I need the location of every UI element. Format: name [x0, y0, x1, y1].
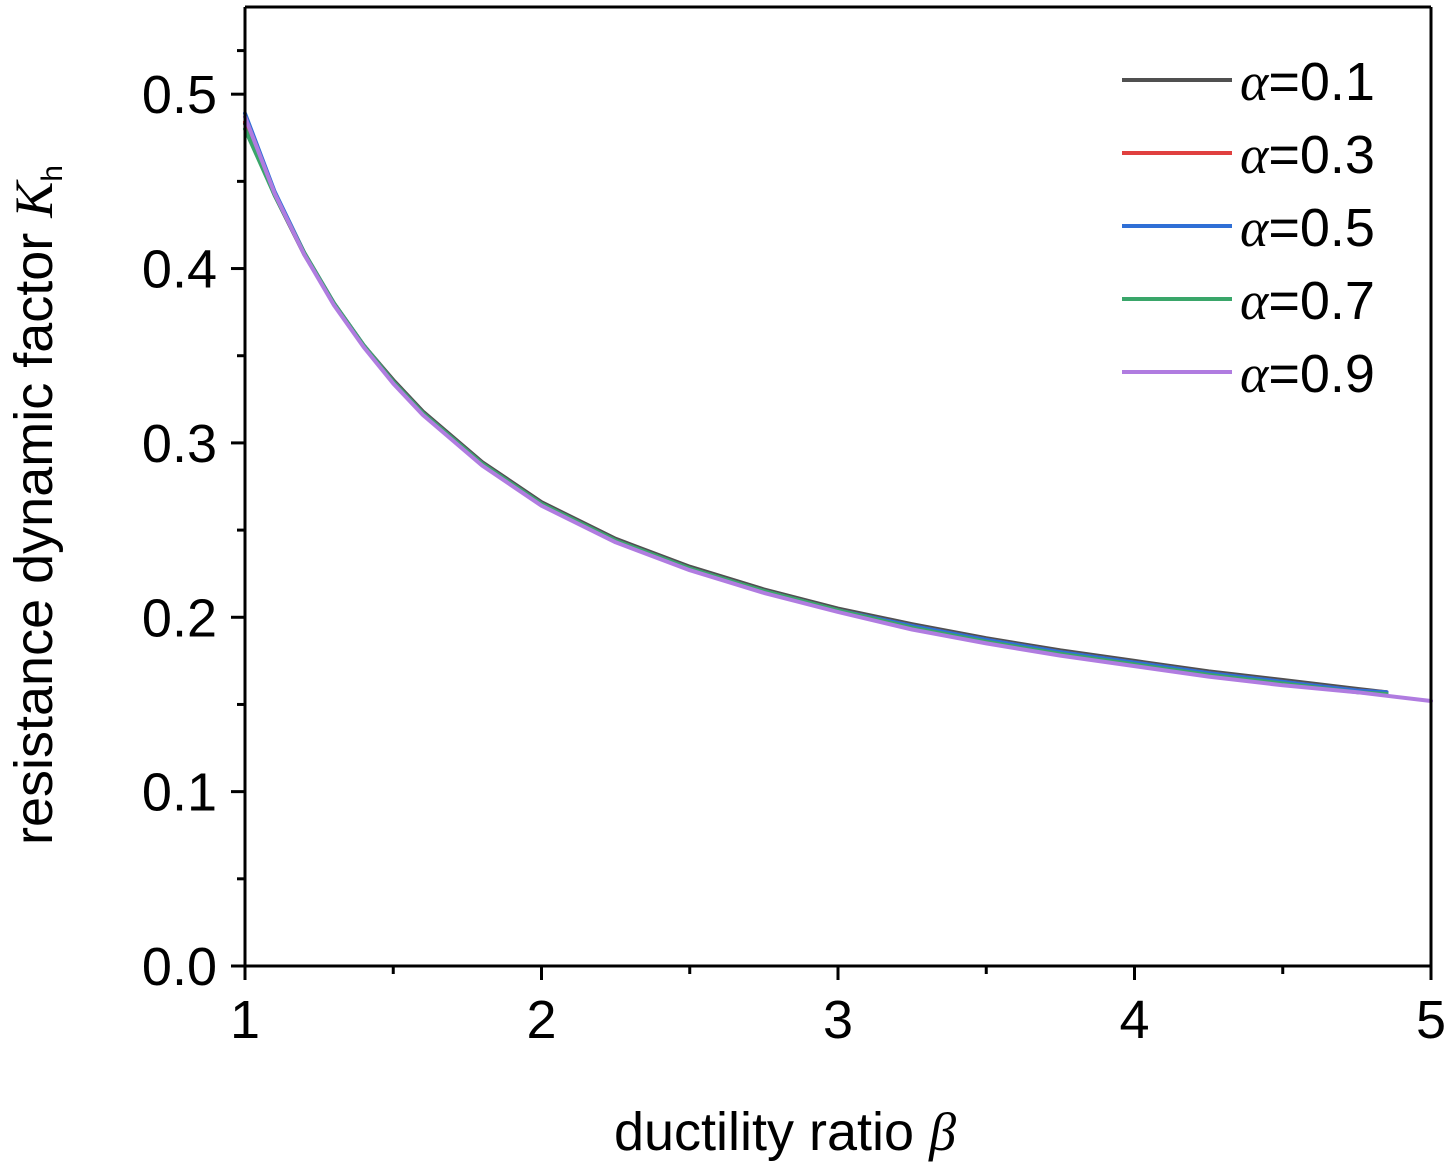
x-axis-title: ductility ratio β — [614, 1102, 956, 1162]
legend-label: α=0.3 — [1240, 125, 1375, 185]
y-tick-label: 0.5 — [142, 65, 217, 125]
legend: α=0.1α=0.3α=0.5α=0.7α=0.9 — [1122, 52, 1375, 404]
ticks-layer: 1 2 3 4 5 0.0 0.1 0.2 0.3 0.4 0.5 — [142, 49, 1445, 1050]
legend-series-name: =0.9 — [1268, 344, 1375, 404]
legend-alpha-symbol: α — [1240, 271, 1270, 331]
y-axis-title-subscript: h — [36, 165, 69, 182]
series-line-4 — [243, 127, 1389, 696]
y-axis-title: resistance dynamic factor Kh — [4, 165, 69, 845]
legend-alpha-symbol: α — [1240, 52, 1270, 112]
legend-label: α=0.9 — [1240, 344, 1375, 404]
x-tick-label: 1 — [230, 990, 260, 1050]
legend-label: α=0.1 — [1240, 52, 1375, 112]
y-tick-label: 0.0 — [142, 937, 217, 997]
x-axis-title-text: ductility ratio — [614, 1102, 914, 1162]
legend-label: α=0.5 — [1240, 198, 1375, 258]
x-tick-label: 4 — [1119, 990, 1149, 1050]
y-axis-title-text: resistance dynamic factor — [4, 233, 64, 845]
legend-series-name: =0.7 — [1268, 271, 1375, 331]
y-axis-title-symbol: K — [4, 179, 64, 219]
y-tick-label: 0.4 — [142, 240, 217, 300]
x-tick-label: 3 — [823, 990, 853, 1050]
y-tick-label: 0.2 — [142, 588, 217, 648]
legend-alpha-symbol: α — [1240, 125, 1270, 185]
y-tick-label: 0.3 — [142, 414, 217, 474]
legend-series-name: =0.5 — [1268, 198, 1375, 258]
legend-alpha-symbol: α — [1240, 344, 1270, 404]
legend-series-name: =0.1 — [1268, 52, 1375, 112]
series-layer — [243, 111, 1433, 703]
legend-series-name: =0.3 — [1268, 125, 1375, 185]
x-tick-label: 5 — [1416, 990, 1445, 1050]
y-tick-label: 0.1 — [142, 763, 217, 823]
legend-label: α=0.7 — [1240, 271, 1375, 331]
legend-alpha-symbol: α — [1240, 198, 1270, 258]
series-line-5 — [243, 114, 1433, 703]
x-axis-title-symbol: β — [928, 1102, 956, 1162]
x-tick-label: 2 — [526, 990, 556, 1050]
